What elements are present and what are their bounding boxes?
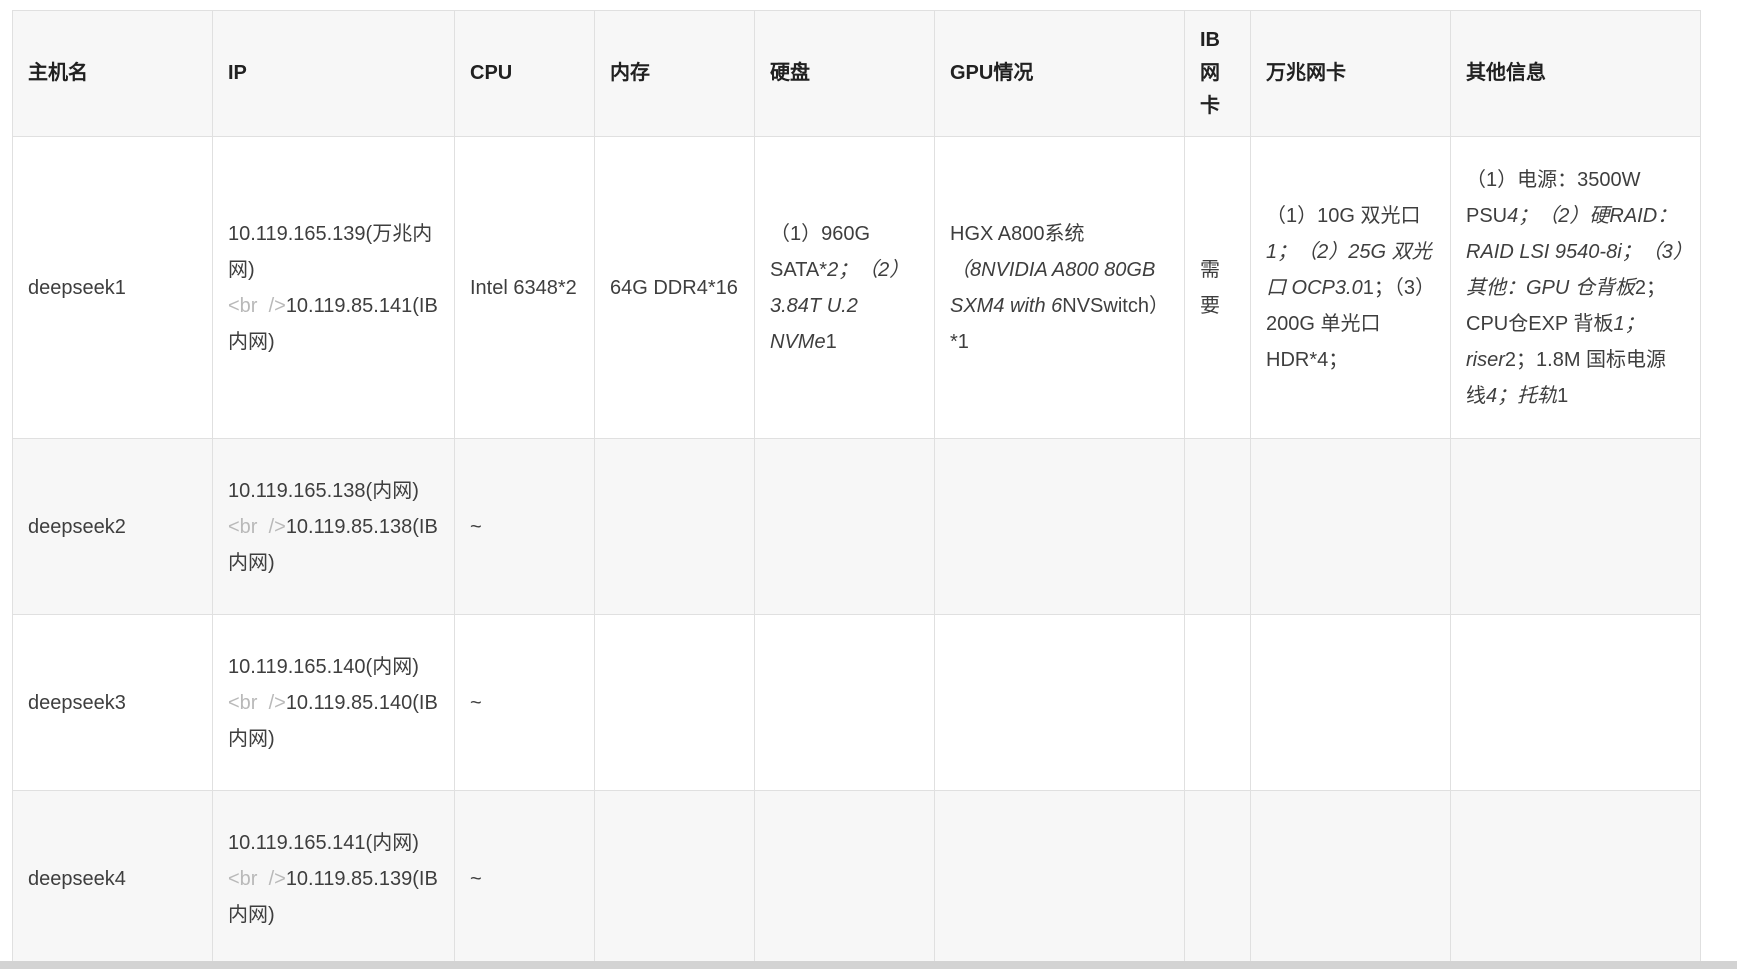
server-spec-table: 主机名 IP CPU 内存 硬盘 GPU情况 IB 网卡 万兆网卡 其他信息 d… <box>12 10 1701 967</box>
table-row: deepseek4 10.119.165.141(内网)<br />10.119… <box>12 790 1701 967</box>
cell-cpu: Intel 6348*2 <box>454 136 595 439</box>
cell-disk <box>754 790 935 967</box>
cell-other-info <box>1450 790 1701 967</box>
cell-memory <box>594 790 755 967</box>
cell-10g-nic <box>1250 790 1451 967</box>
col-header-memory: 内存 <box>594 10 755 137</box>
cell-other-info <box>1450 438 1701 615</box>
cell-ib-nic: 需要 <box>1184 136 1251 439</box>
cell-ib-nic <box>1184 614 1251 791</box>
cell-other-info <box>1450 614 1701 791</box>
col-header-ib-nic: IB 网卡 <box>1184 10 1251 137</box>
col-header-10g-nic: 万兆网卡 <box>1250 10 1451 137</box>
col-header-gpu: GPU情况 <box>934 10 1185 137</box>
cell-cpu: ~ <box>454 438 595 615</box>
cell-disk <box>754 438 935 615</box>
col-header-cpu: CPU <box>454 10 595 137</box>
cell-memory: 64G DDR4*16 <box>594 136 755 439</box>
cell-memory <box>594 614 755 791</box>
cell-cpu: ~ <box>454 614 595 791</box>
col-header-hostname: 主机名 <box>12 10 213 137</box>
cell-gpu: HGX A800系统（8NVIDIA A800 80GB SXM4 with 6… <box>934 136 1185 439</box>
cell-ip: 10.119.165.141(内网)<br />10.119.85.139(IB… <box>212 790 455 967</box>
cell-ib-nic <box>1184 790 1251 967</box>
cell-gpu <box>934 438 1185 615</box>
table-row: deepseek2 10.119.165.138(内网)<br />10.119… <box>12 438 1701 615</box>
cell-disk <box>754 614 935 791</box>
cell-ip: 10.119.165.139(万兆内网)<br />10.119.85.141(… <box>212 136 455 439</box>
cell-10g-nic: （1）10G 双光口1；（2）25G 双光口 OCP3.01；（3）200G 单… <box>1250 136 1451 439</box>
cell-memory <box>594 438 755 615</box>
cell-ib-nic <box>1184 438 1251 615</box>
table-header: 主机名 IP CPU 内存 硬盘 GPU情况 IB 网卡 万兆网卡 其他信息 <box>12 10 1701 137</box>
cell-disk: （1）960G SATA*2；（2）3.84T U.2 NVMe1 <box>754 136 935 439</box>
cell-hostname: deepseek2 <box>12 438 213 615</box>
cell-cpu: ~ <box>454 790 595 967</box>
cell-gpu <box>934 790 1185 967</box>
table-row: deepseek3 10.119.165.140(内网)<br />10.119… <box>12 614 1701 791</box>
table-row: deepseek1 10.119.165.139(万兆内网)<br />10.1… <box>12 136 1701 439</box>
bottom-edge-bar <box>0 961 1737 969</box>
cell-hostname: deepseek4 <box>12 790 213 967</box>
cell-other-info: （1）电源：3500W PSU4；（2）硬RAID：RAID LSI 9540-… <box>1450 136 1701 439</box>
cell-hostname: deepseek3 <box>12 614 213 791</box>
header-row: 主机名 IP CPU 内存 硬盘 GPU情况 IB 网卡 万兆网卡 其他信息 <box>12 10 1701 137</box>
cell-10g-nic <box>1250 614 1451 791</box>
col-header-ip: IP <box>212 10 455 137</box>
cell-gpu <box>934 614 1185 791</box>
cell-hostname: deepseek1 <box>12 136 213 439</box>
col-header-other-info: 其他信息 <box>1450 10 1701 137</box>
table-body: deepseek1 10.119.165.139(万兆内网)<br />10.1… <box>12 136 1701 967</box>
col-header-disk: 硬盘 <box>754 10 935 137</box>
cell-ip: 10.119.165.140(内网)<br />10.119.85.140(IB… <box>212 614 455 791</box>
table-container: 主机名 IP CPU 内存 硬盘 GPU情况 IB 网卡 万兆网卡 其他信息 d… <box>12 10 1701 967</box>
cell-ip: 10.119.165.138(内网)<br />10.119.85.138(IB… <box>212 438 455 615</box>
cell-10g-nic <box>1250 438 1451 615</box>
